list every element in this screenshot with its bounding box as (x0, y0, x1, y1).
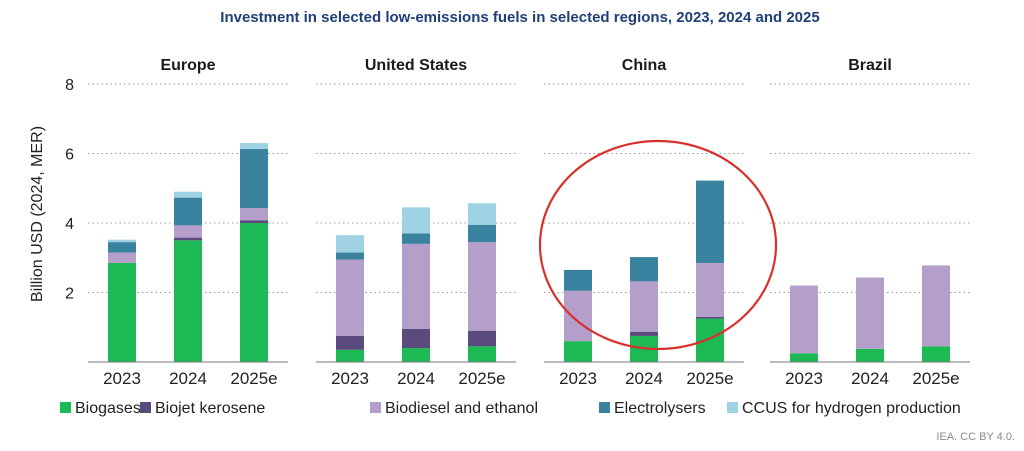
bar-segment (630, 257, 658, 282)
bar-segment (922, 346, 950, 362)
bar-segment (564, 341, 592, 362)
bar-segment (564, 269, 592, 291)
bar-segment (240, 223, 268, 362)
chart-title: Investment in selected low-emissions fue… (220, 9, 819, 26)
x-tick-label: 2025e (458, 369, 505, 388)
bar-segment (336, 259, 364, 336)
bar-segment (240, 208, 268, 221)
panel-title: United States (365, 57, 467, 74)
bar-segment (564, 290, 592, 342)
bar-segment (696, 180, 724, 263)
bars (108, 143, 950, 362)
y-tick-label: 4 (65, 216, 74, 233)
legend-swatch (599, 402, 610, 413)
x-tick-label: 2025e (230, 369, 277, 388)
y-tick-label: 8 (65, 77, 74, 94)
panel-title: Brazil (848, 57, 892, 74)
bar-segment (856, 348, 884, 362)
bar-segment (922, 265, 950, 347)
bar-segment (108, 252, 136, 263)
x-tick-label: 2023 (103, 369, 141, 388)
bar-segment (468, 242, 496, 331)
bar-segment (108, 242, 136, 253)
bar-segment (336, 252, 364, 260)
bar-segment (174, 191, 202, 198)
bar-segment (240, 148, 268, 209)
annotations (538, 139, 778, 351)
bar-segment (336, 335, 364, 350)
x-tick-label: 2025e (686, 369, 733, 388)
gridlines (88, 83, 970, 293)
x-tick-label: 2024 (169, 369, 207, 388)
bar-segment (630, 331, 658, 336)
bar-segment (696, 318, 724, 362)
x-tick-label: 2023 (559, 369, 597, 388)
bar-segment (402, 328, 430, 349)
bar-segment (790, 285, 818, 354)
legend-label: Biogases (75, 400, 141, 417)
bar-segment (468, 330, 496, 347)
highlight-circle (538, 139, 778, 351)
bar-segment (174, 237, 202, 241)
bar-segment (174, 197, 202, 226)
bar-segment (174, 240, 202, 362)
legend-swatch (727, 402, 738, 413)
bar-segment (108, 239, 136, 243)
bar-segment (336, 349, 364, 362)
legend-label: Biojet kerosene (155, 400, 265, 417)
y-axis-label: Billion USD (2024, MER) (29, 126, 46, 302)
bar-segment (108, 262, 136, 362)
legend-label: CCUS for hydrogen production (742, 400, 961, 417)
bar-segment (630, 281, 658, 332)
x-tick-label: 2025e (912, 369, 959, 388)
legend: Biogases Biojet kerosene Biodiesel and eth… (60, 400, 961, 417)
bar-segment (402, 233, 430, 244)
legend-label: Electrolysers (614, 400, 706, 417)
panel-title: China (622, 57, 667, 74)
x-tick-label: 2024 (397, 369, 435, 388)
bar-segment (856, 277, 884, 349)
bar-segment (336, 235, 364, 253)
bar-segment (468, 346, 496, 362)
x-tick-label: 2024 (625, 369, 663, 388)
bar-segment (696, 262, 724, 317)
bar-segment (402, 348, 430, 362)
panel-titles: Europe United States China Brazil (160, 57, 891, 74)
bar-segment (468, 224, 496, 243)
bar-segment (402, 207, 430, 234)
legend-swatch (60, 402, 71, 413)
bar-segment (174, 225, 202, 238)
source-note: IEA. CC BY 4.0. (936, 431, 1015, 443)
bar-segment (790, 353, 818, 362)
legend-swatch (370, 402, 381, 413)
bar-segment (402, 243, 430, 329)
legend-label: Biodiesel and ethanol (385, 400, 538, 417)
bar-segment (240, 143, 268, 149)
x-tick-label: 2023 (785, 369, 823, 388)
y-tick-label: 6 (65, 147, 74, 164)
legend-swatch (140, 402, 151, 413)
panel-title: Europe (160, 57, 215, 74)
x-tick-label: 2023 (331, 369, 369, 388)
axes: 2 4 6 8 2023 2024 2025e 2023 2024 2025e 2023 2024 20… (65, 77, 970, 388)
bar-segment (696, 316, 724, 319)
bar-segment (468, 203, 496, 225)
x-tick-label: 2024 (851, 369, 889, 388)
y-tick-label: 2 (65, 286, 74, 303)
bar-segment (240, 220, 268, 223)
